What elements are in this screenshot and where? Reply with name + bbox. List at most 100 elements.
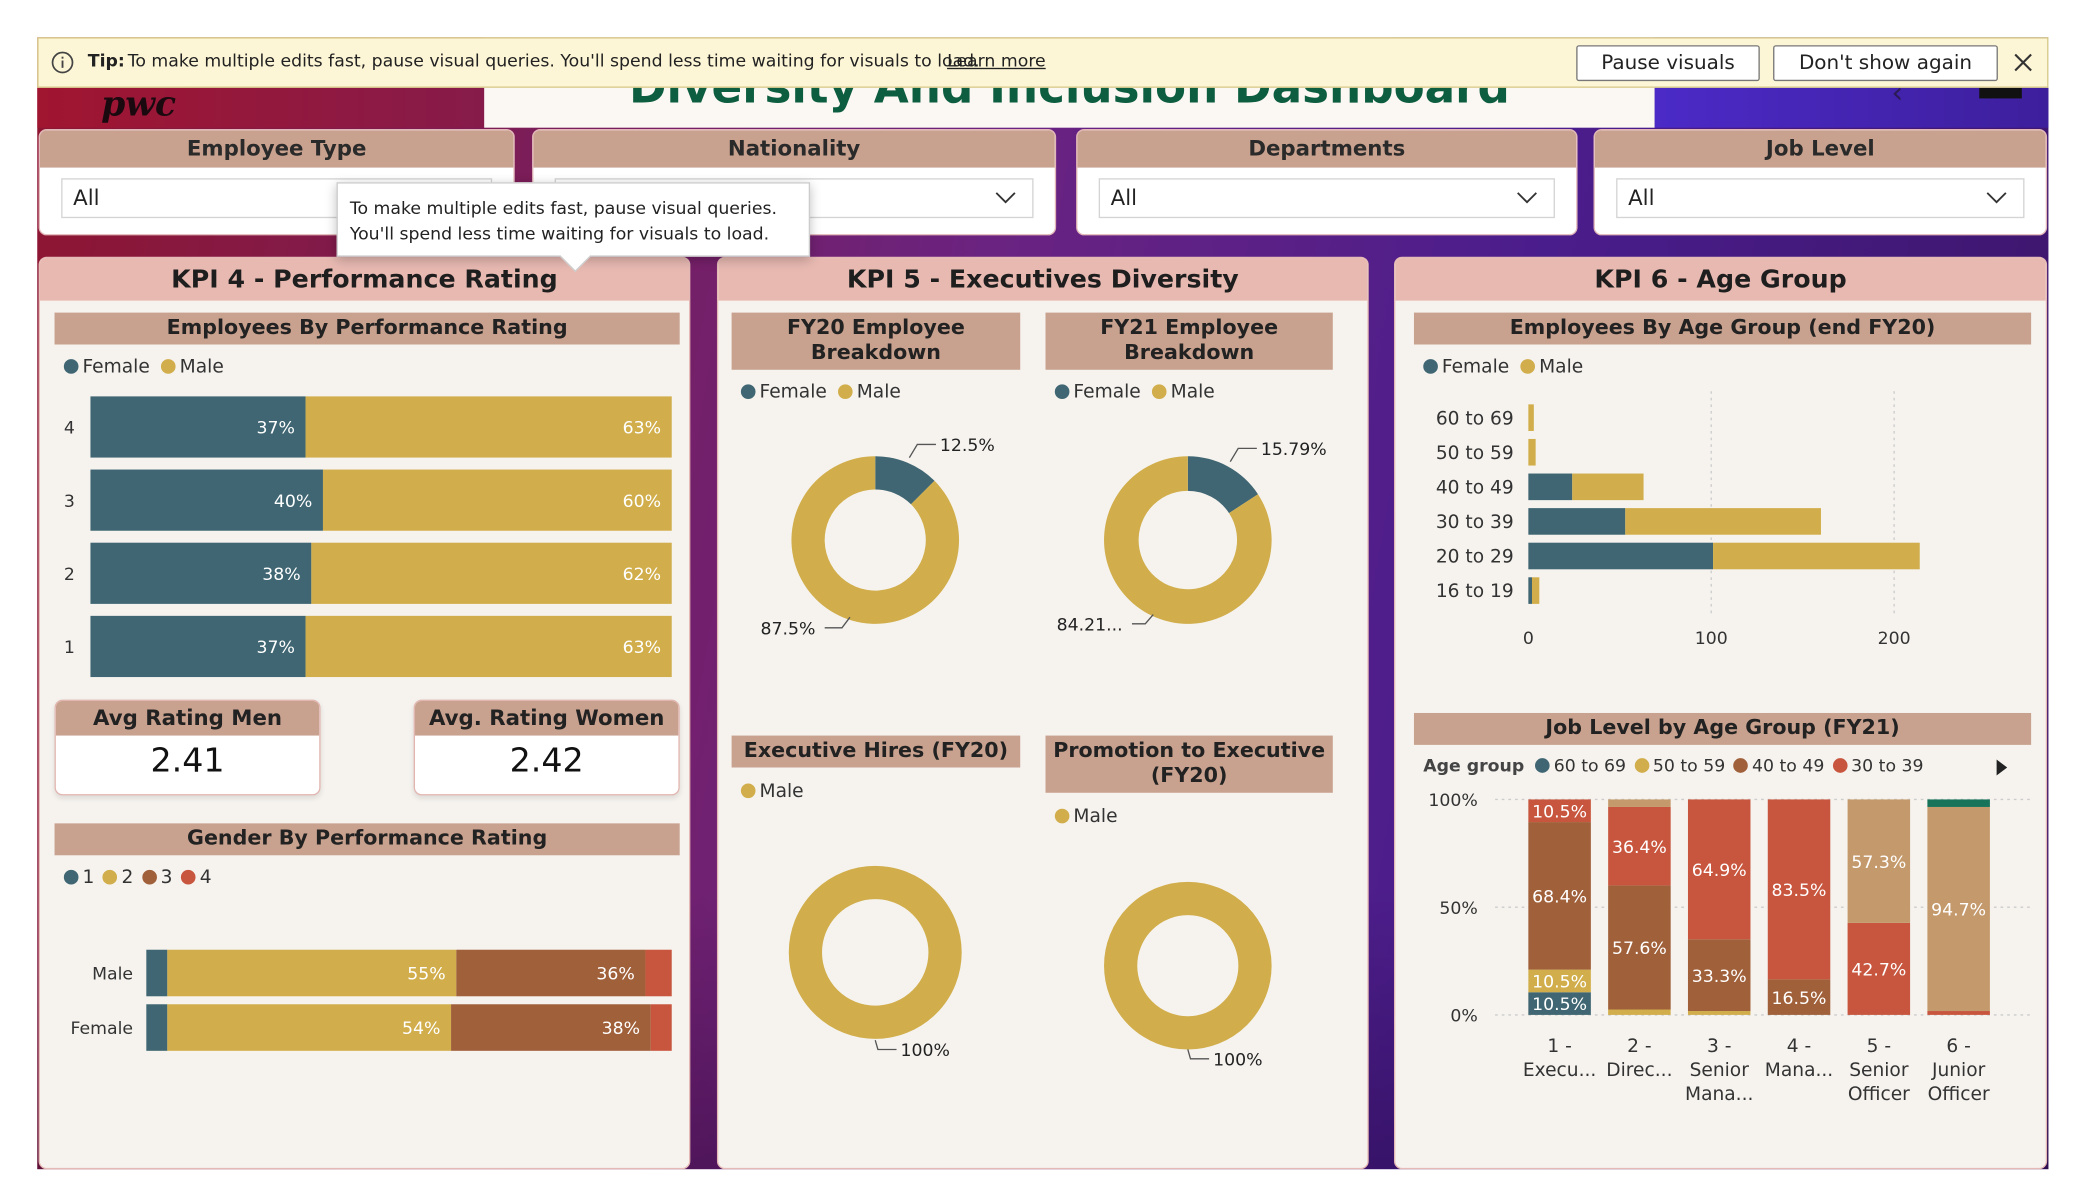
row-label: Female: [71, 1019, 133, 1039]
leader-line: [1131, 614, 1154, 625]
legend-30-39: 30 to 39: [1851, 756, 1924, 777]
rating-segment: [650, 1004, 672, 1051]
grid-icon[interactable]: [1979, 87, 2022, 99]
female-dot: [1423, 359, 1438, 374]
age6069-dot: [1535, 758, 1550, 773]
male-data-label: 62%: [623, 565, 661, 585]
rating2-dot: [102, 869, 118, 885]
legend-40-49: 40 to 49: [1752, 756, 1825, 777]
row-label: 50 to 59: [1436, 443, 1514, 464]
tip-bar: Tip: To make multiple edits fast, pause …: [37, 37, 2049, 88]
learn-more-link[interactable]: Learn more: [947, 51, 1046, 72]
kpi4-panel: KPI 4 - Performance Rating Employees By …: [38, 256, 691, 1170]
female-bar: [90, 615, 306, 678]
rating3-dot: [141, 869, 157, 885]
male-data-label: 60%: [623, 492, 661, 512]
age-group-chart: 0 100 200 60 to 69 50 to 59 40 to 49 30 to 39 2…: [1436, 391, 1920, 649]
legend-next-icon[interactable]: [1996, 759, 2008, 776]
job-legend: Age group 60 to 69 50 to 59 40 to 49 30 …: [1423, 757, 1923, 777]
male-bar: [1528, 438, 1536, 466]
x-category-label: 2 -: [1627, 1036, 1651, 1057]
rating-segment: [645, 949, 672, 997]
segment-label: 68.4%: [1532, 887, 1587, 907]
nav-back-icon[interactable]: ‹: [1891, 77, 1904, 111]
male-bar: [1572, 473, 1644, 501]
card-label: Avg Rating Men: [55, 700, 320, 736]
row-label: Male: [92, 965, 133, 985]
pwc-logo: pwc: [101, 85, 177, 126]
legend-male: Male: [759, 780, 804, 803]
stack-segment: [1608, 1009, 1671, 1015]
male-bar: [311, 542, 672, 604]
legend-male: Male: [1073, 806, 1118, 828]
filter-job-level: Job Level All: [1593, 129, 2048, 236]
female-bar: [1528, 542, 1714, 570]
close-icon[interactable]: [2014, 53, 2033, 72]
dont-show-again-button[interactable]: Don't show again: [1773, 45, 1998, 82]
filter-employee-type: Employee Type All: [38, 129, 515, 236]
male-ring: [1104, 881, 1272, 1050]
female-dot: [740, 384, 756, 400]
female-data-label: 40%: [274, 492, 312, 512]
female-data-label: 38%: [262, 565, 300, 585]
stack-segment: [1927, 799, 1990, 807]
filter-label: Job Level: [1594, 130, 2046, 168]
female-data-label: 15.79%: [1261, 440, 1327, 460]
row-label: 40 to 49: [1436, 477, 1514, 498]
leader-line: [1187, 1049, 1210, 1060]
segment-label: 42.7%: [1851, 961, 1906, 981]
male-data-label: 63%: [623, 638, 661, 658]
stack-segment: [1767, 799, 1831, 980]
stack-segment: [1528, 992, 1591, 1015]
kpi5-title: KPI 5 - Executives Diversity: [718, 258, 1368, 301]
pause-visuals-button[interactable]: Pause visuals: [1576, 45, 1760, 82]
stack-segment: [1608, 799, 1671, 807]
select-value: All: [1110, 184, 1138, 211]
tooltip-line1: To make multiple edits fast, pause visua…: [349, 199, 777, 220]
rating4-dot: [181, 869, 196, 885]
filter-departments: Departments All: [1076, 129, 1578, 236]
tip-text: To make multiple edits fast, pause visua…: [127, 51, 980, 72]
male-data-label: 100%: [901, 1041, 950, 1061]
row-label: 2: [64, 565, 75, 585]
x-category-label: Direc...: [1606, 1060, 1672, 1081]
stack-segment: [1767, 979, 1831, 1015]
promo-donut: 100%: [1104, 881, 1272, 1070]
pause-tooltip: To make multiple edits fast, pause visua…: [336, 182, 811, 257]
segment-label: 10.5%: [1532, 973, 1587, 993]
fy21-donut: 15.79% 84.21...: [1057, 440, 1327, 635]
legend-3: 3: [160, 867, 173, 889]
segment-label: 57.3%: [1851, 853, 1906, 873]
rating-segment: [146, 949, 168, 997]
male-data-label: 100%: [1213, 1050, 1262, 1070]
leader-line: [908, 443, 936, 459]
female-bar: [90, 542, 312, 604]
departments-select[interactable]: All: [1098, 178, 1555, 219]
segment-label: 83.5%: [1772, 881, 1827, 901]
male-bar: [1625, 508, 1821, 535]
x-category-label: Officer: [1928, 1084, 1990, 1105]
card-value: 2.41: [150, 740, 225, 780]
stack-segment: [1528, 799, 1591, 823]
segment-label: 54%: [402, 1019, 440, 1039]
legend-title: Age group: [1423, 756, 1525, 777]
job-chart-title: Job Level by Age Group (FY21): [1413, 712, 2032, 745]
x-category-label: 3 -: [1707, 1036, 1731, 1057]
fy20-donut: 12.5% 87.5%: [760, 436, 994, 639]
job-level-select[interactable]: All: [1616, 178, 2025, 219]
x-category-label: Execu...: [1523, 1060, 1596, 1081]
segment-label: 10.5%: [1532, 995, 1587, 1015]
filter-label: Employee Type: [39, 130, 514, 168]
y-tick-label: 100%: [1428, 791, 1477, 811]
male-bar: [305, 615, 672, 678]
tip-label: Tip:: [87, 51, 125, 72]
kpi6-panel: KPI 6 - Age Group Employees By Age Group…: [1393, 256, 2048, 1170]
segment-label: 36%: [596, 965, 634, 985]
fy21-legend: Female Male: [1054, 382, 1215, 403]
gender-rating-chart: Male 55% 36% Female 54% 38%: [71, 949, 672, 1051]
perf-rating-chart: 4 37% 63% 3 40% 60% 2 38% 62% 1 37% 63%: [64, 396, 672, 678]
segment-label: 64.9%: [1692, 861, 1747, 881]
stack-segment: [1528, 822, 1591, 970]
select-value: All: [73, 184, 100, 211]
x-category-label: Senior: [1690, 1060, 1750, 1081]
